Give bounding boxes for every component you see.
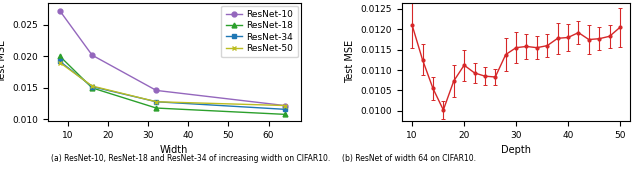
Text: (b) ResNet of width 64 on CIFAR10.: (b) ResNet of width 64 on CIFAR10. xyxy=(342,154,476,163)
X-axis label: Width: Width xyxy=(160,145,189,155)
Line: ResNet-50: ResNet-50 xyxy=(58,60,287,108)
ResNet-34 xyxy=(88,85,96,88)
Legend: ResNet-10, ResNet-18, ResNet-34, ResNet-50: ResNet-10, ResNet-18, ResNet-34, ResNet-… xyxy=(221,6,298,57)
Y-axis label: Test MSE: Test MSE xyxy=(0,40,7,84)
ResNet-10 xyxy=(56,10,64,12)
X-axis label: Depth: Depth xyxy=(501,145,531,155)
Line: ResNet-34: ResNet-34 xyxy=(58,59,287,112)
Text: (a) ResNet-10, ResNet-18 and ResNet-34 of increasing width on CIFAR10.: (a) ResNet-10, ResNet-18 and ResNet-34 o… xyxy=(51,154,330,163)
ResNet-50 xyxy=(88,85,96,87)
ResNet-10 xyxy=(281,104,289,107)
ResNet-10 xyxy=(152,89,160,92)
ResNet-10 xyxy=(88,54,96,56)
ResNet-34 xyxy=(152,101,160,103)
Line: ResNet-18: ResNet-18 xyxy=(58,54,287,117)
Y-axis label: Test MSE: Test MSE xyxy=(345,40,355,84)
ResNet-50 xyxy=(281,104,289,107)
ResNet-18 xyxy=(281,113,289,116)
ResNet-50 xyxy=(56,62,64,64)
ResNet-34 xyxy=(56,60,64,63)
ResNet-18 xyxy=(152,107,160,109)
ResNet-18 xyxy=(88,87,96,89)
ResNet-34 xyxy=(281,108,289,110)
Line: ResNet-10: ResNet-10 xyxy=(58,9,287,108)
ResNet-50 xyxy=(152,101,160,103)
ResNet-18 xyxy=(56,55,64,58)
